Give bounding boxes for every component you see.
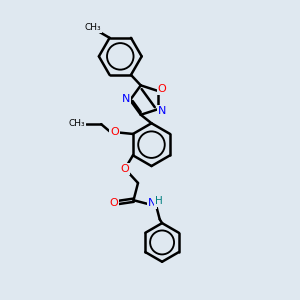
- Text: N: N: [148, 198, 157, 208]
- Text: H: H: [155, 196, 163, 206]
- Text: N: N: [122, 94, 130, 103]
- Text: O: O: [158, 84, 167, 94]
- Text: CH₃: CH₃: [85, 23, 101, 32]
- Text: O: O: [120, 164, 129, 174]
- Text: O: O: [110, 128, 119, 137]
- Text: CH₃: CH₃: [68, 119, 85, 128]
- Text: N: N: [158, 106, 166, 116]
- Text: O: O: [109, 198, 118, 208]
